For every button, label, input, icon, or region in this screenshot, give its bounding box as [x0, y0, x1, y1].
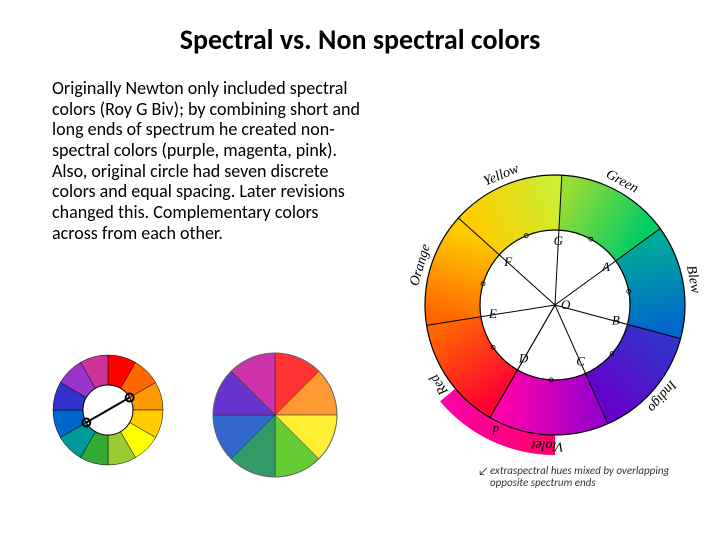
svg-text:F: F — [503, 254, 513, 269]
svg-text:p: p — [492, 420, 500, 435]
page-title: Spectral vs. Non spectral colors — [0, 22, 720, 57]
svg-text:C: C — [576, 354, 585, 369]
svg-text:O: O — [561, 297, 571, 312]
svg-text:G: G — [554, 233, 564, 248]
svg-text:E: E — [488, 306, 497, 321]
svg-text:A: A — [601, 259, 610, 274]
extraspectral-caption: extraspectral hues mixed by overlapping … — [490, 465, 700, 489]
color-wheel-12-donut — [48, 350, 168, 470]
newton-color-wheel: DRedEOrangeFYellowGGreenABlewBIndigoCVio… — [405, 155, 705, 455]
svg-text:B: B — [612, 312, 620, 327]
caption-arrow-icon: ↙ — [478, 465, 489, 479]
body-paragraph: Originally Newton only included spectral… — [52, 78, 362, 244]
svg-text:Blew: Blew — [683, 264, 703, 295]
svg-text:Violet: Violet — [530, 437, 564, 454]
color-wheel-8-pie — [210, 350, 340, 480]
